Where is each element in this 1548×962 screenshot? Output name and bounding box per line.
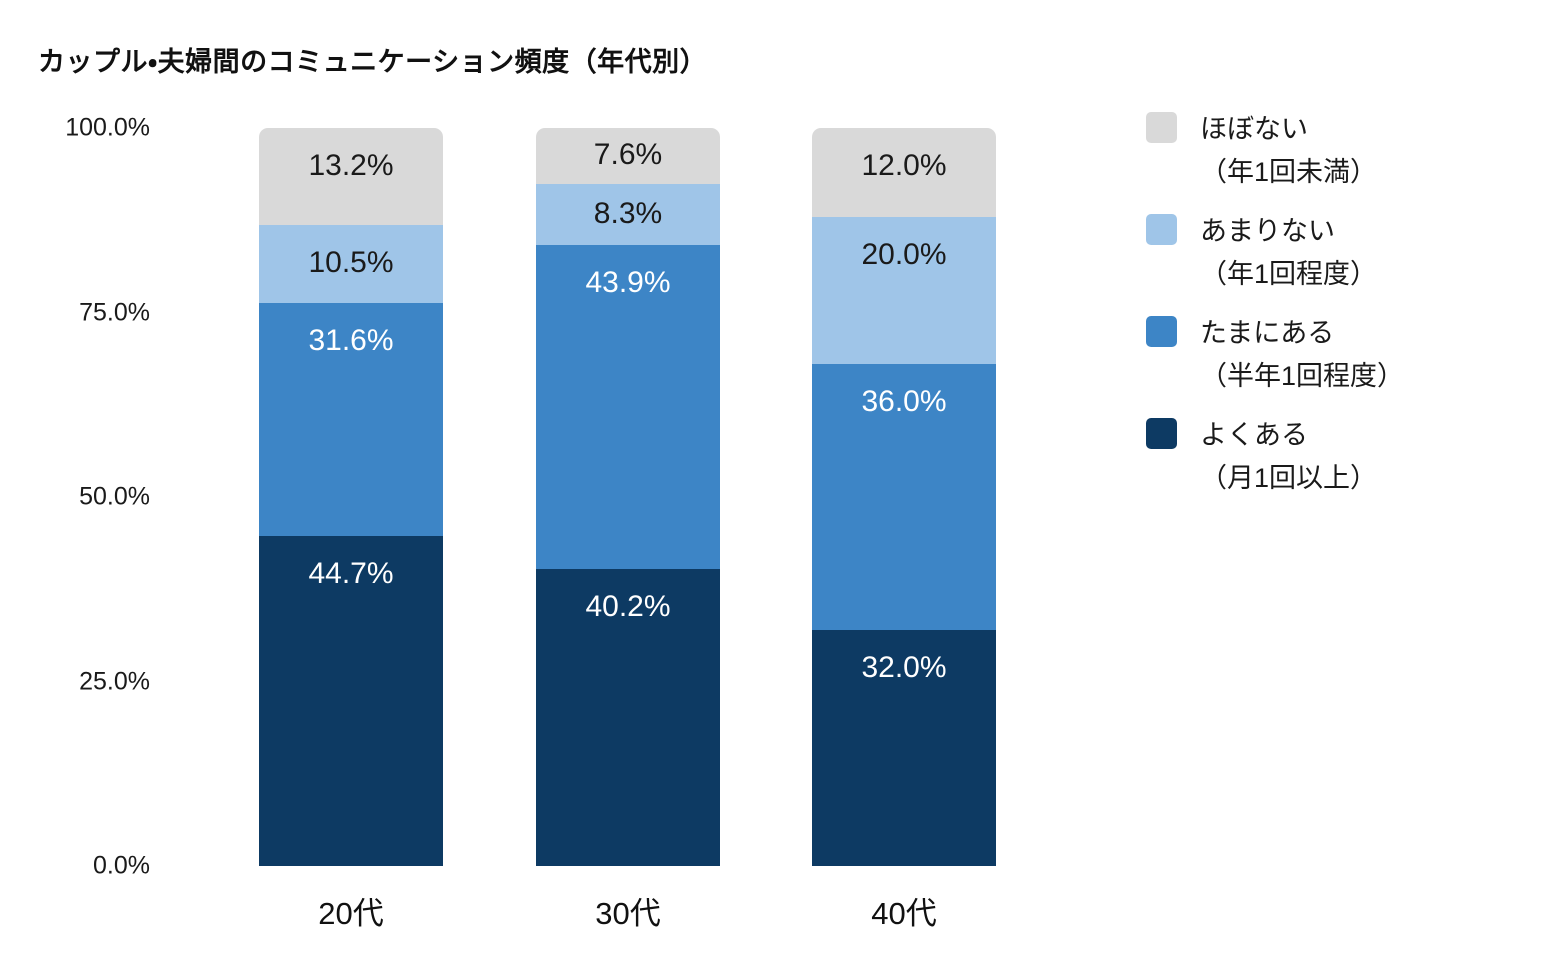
y-axis-tick-label: 50.0% (79, 482, 150, 511)
bar-segment: 7.6% (536, 128, 720, 185)
bar-segment: 31.6% (259, 302, 443, 537)
segment-value-label: 32.0% (861, 650, 947, 684)
legend-label-main: ほぼない (1200, 114, 1308, 144)
bar-segment: 13.2% (259, 128, 443, 226)
y-axis-tick-label: 100.0% (65, 113, 150, 142)
legend-label-sub: （年1回程度） (1200, 259, 1378, 289)
y-axis-tick-label: 25.0% (79, 667, 150, 695)
legend-label-main: たまにある (1200, 318, 1335, 348)
legend-item: あまりない （年1回程度） (1146, 210, 1404, 296)
segment-value-label: 10.5% (308, 246, 394, 280)
y-axis-tick-label: 75.0% (79, 298, 150, 326)
stacked-bar-20代: 44.7% 31.6% 10.5% 13.2% (259, 128, 443, 866)
legend-item: ほぼない （年1回未満） (1146, 108, 1404, 194)
legend-label: よくある （月1回以上） (1200, 414, 1377, 500)
segment-value-label: 44.7% (308, 557, 394, 591)
bar-segment: 20.0% (812, 216, 996, 365)
chart-title: カップル・夫婦間のコミュニケーション頻度（年代別） (38, 47, 708, 77)
segment-value-label: 13.2% (308, 149, 394, 183)
legend-label-sub: （年1回未満） (1200, 157, 1378, 187)
legend: ほぼない （年1回未満） あまりない （年1回程度） たまにある （半年1回程度） よくある… (1146, 108, 1404, 500)
legend-label-sub: （月1回以上） (1200, 463, 1378, 493)
segment-value-label: 12.0% (861, 149, 947, 183)
legend-label: ほぼない （年1回未満） (1200, 108, 1377, 194)
segment-value-label: 36.0% (861, 385, 947, 419)
legend-label-sub: （半年1回程度） (1200, 361, 1405, 391)
segment-value-label: 8.3% (593, 196, 663, 230)
legend-color-swatch (1146, 112, 1177, 143)
stacked-bar-40代: 32.0% 36.0% 20.0% 12.0% (812, 128, 996, 866)
bar-segment: 40.2% (536, 569, 720, 866)
legend-label-main: あまりない (1200, 216, 1335, 246)
segment-value-label: 7.6% (593, 138, 663, 172)
legend-color-swatch (1146, 418, 1177, 449)
legend-color-swatch (1146, 316, 1177, 347)
bar-segment: 12.0% (812, 128, 996, 217)
y-axis-tick-label: 0.0% (93, 851, 150, 880)
legend-label-main: よくある (1200, 420, 1308, 450)
segment-value-label: 31.6% (308, 323, 394, 357)
bar-segment: 43.9% (536, 245, 720, 570)
segment-value-label: 20.0% (861, 237, 947, 271)
x-axis-category-label: 20代 (318, 896, 384, 931)
legend-item: たまにある （半年1回程度） (1146, 312, 1404, 398)
bar-segment: 36.0% (812, 364, 996, 630)
legend-label: あまりない （年1回程度） (1200, 210, 1377, 296)
x-axis-category-label: 40代 (871, 896, 937, 931)
legend-label: たまにある （半年1回程度） (1200, 312, 1404, 398)
stacked-bar-30代: 40.2% 43.9% 8.3% 7.6% (536, 128, 720, 866)
x-axis-category-label: 30代 (595, 896, 661, 931)
legend-item: よくある （月1回以上） (1146, 414, 1404, 500)
legend-color-swatch (1146, 214, 1177, 245)
bar-segment: 32.0% (812, 629, 996, 866)
bar-segment: 10.5% (259, 225, 443, 303)
bar-segment: 44.7% (259, 536, 443, 866)
segment-value-label: 43.9% (585, 266, 671, 300)
bar-segment: 8.3% (536, 184, 720, 246)
segment-value-label: 40.2% (585, 590, 671, 624)
